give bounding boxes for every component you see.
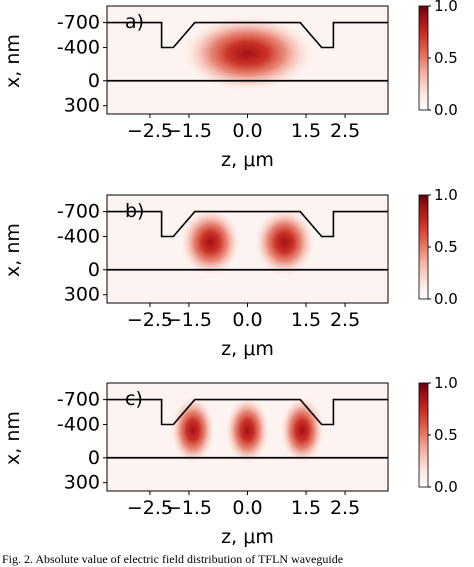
y-tick-label: -400 bbox=[57, 37, 100, 59]
y-axis-label: x, nm bbox=[2, 223, 24, 277]
chart-panel-2: c) -700 -400 0 300 x, nm −2.5−1.5 0.0 1.5 2.5 z, μ… bbox=[2, 374, 458, 548]
mode-field bbox=[170, 396, 325, 465]
x-tick-label: −1.5 bbox=[166, 309, 212, 331]
x-tick-label: −2.5 bbox=[127, 120, 173, 142]
y-tick-label: 300 bbox=[64, 472, 100, 494]
x-tick-label: −1.5 bbox=[166, 497, 212, 519]
mode-lobe-1 bbox=[254, 208, 315, 277]
y-tick-label: 0 bbox=[88, 70, 100, 92]
x-tick-label: 0.0 bbox=[232, 497, 262, 519]
y-tick-label: -400 bbox=[57, 414, 100, 436]
colorbar bbox=[418, 194, 429, 300]
x-tick-label: −1.5 bbox=[166, 120, 212, 142]
colorbar bbox=[418, 5, 429, 111]
colorbar-tick-label: 1.0 bbox=[434, 186, 458, 204]
y-tick-label: 0 bbox=[88, 447, 100, 469]
y-tick-label: -700 bbox=[57, 12, 100, 34]
x-axis-label: z, μm bbox=[221, 338, 274, 360]
x-tick-label: 1.5 bbox=[291, 309, 321, 331]
panel-label: c) bbox=[125, 388, 143, 410]
x-tick-label: 2.5 bbox=[330, 309, 360, 331]
x-axis-label: z, μm bbox=[221, 526, 274, 548]
x-tick-label: 0.0 bbox=[232, 309, 262, 331]
plot-background bbox=[107, 195, 388, 303]
colorbar-tick-label: 1.0 bbox=[434, 0, 458, 15]
y-tick-label: -400 bbox=[57, 226, 100, 248]
panel-label: b) bbox=[125, 200, 144, 222]
x-tick-label: −2.5 bbox=[127, 497, 173, 519]
mode-lobe-1 bbox=[225, 396, 270, 465]
y-axis-label: x, nm bbox=[2, 411, 24, 465]
y-tick-label: 300 bbox=[64, 95, 100, 117]
colorbar-tick-label: 0.5 bbox=[434, 426, 458, 444]
waveguide-outline bbox=[107, 210, 388, 238]
y-tick-label: -700 bbox=[57, 201, 100, 223]
figure-caption: Fig. 2. Absolute value of electric field… bbox=[2, 552, 343, 566]
y-tick-label: 300 bbox=[64, 284, 100, 306]
x-tick-label: 2.5 bbox=[330, 497, 360, 519]
chart-panel-1: b) -700 -400 0 300 x, nm −2.5−1.5 0.0 1.5 2.5 z, μ… bbox=[2, 186, 458, 360]
y-tick-label: 0 bbox=[88, 259, 100, 281]
colorbar-tick-label: 0.0 bbox=[434, 101, 458, 119]
colorbar-tick-label: 1.0 bbox=[434, 374, 458, 392]
mode-field bbox=[181, 15, 314, 92]
panel-label: a) bbox=[125, 11, 144, 33]
colorbar-tick-label: 0.0 bbox=[434, 290, 458, 308]
waveguide-outline bbox=[107, 21, 388, 49]
mode-lobe-0 bbox=[181, 15, 314, 92]
mode-field bbox=[180, 208, 315, 277]
mode-lobe-0 bbox=[180, 208, 241, 277]
x-tick-label: 1.5 bbox=[291, 120, 321, 142]
chart-panel-0: a) -700 -400 0 300 x, nm −2.5−1.5 0.0 1.5 2.5 z, μ… bbox=[2, 0, 458, 171]
waveguide-outline bbox=[107, 398, 388, 426]
colorbar bbox=[418, 382, 429, 488]
colorbar-tick-label: 0.5 bbox=[434, 238, 458, 256]
colorbar-tick-label: 0.5 bbox=[434, 49, 458, 67]
y-axis-label: x, nm bbox=[2, 34, 24, 88]
mode-lobe-2 bbox=[280, 396, 325, 465]
mode-lobe-0 bbox=[170, 396, 215, 465]
x-axis-label: z, μm bbox=[221, 149, 274, 171]
y-tick-label: -700 bbox=[57, 389, 100, 411]
x-tick-label: −2.5 bbox=[127, 309, 173, 331]
x-tick-label: 1.5 bbox=[291, 497, 321, 519]
x-tick-label: 2.5 bbox=[330, 120, 360, 142]
x-tick-label: 0.0 bbox=[232, 120, 262, 142]
colorbar-tick-label: 0.0 bbox=[434, 478, 458, 496]
